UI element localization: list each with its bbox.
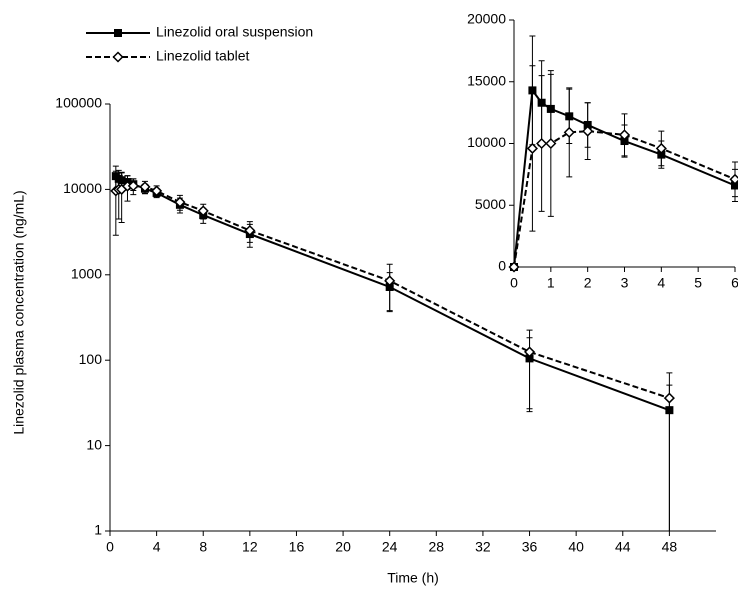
y-tick-label: 100000 — [55, 95, 102, 111]
data-point — [384, 275, 396, 287]
x-tick-label: 20 — [335, 539, 351, 555]
legend-marker — [114, 29, 122, 37]
x-tick-label: 3 — [621, 275, 629, 291]
x-tick-label: 2 — [584, 275, 592, 291]
data-point — [508, 261, 520, 273]
data-point — [526, 142, 538, 155]
error-bar — [118, 171, 125, 223]
y-axis-title: Linezolid plasma concentration (ng/mL) — [11, 190, 27, 434]
series-line — [115, 184, 670, 400]
y-tick-label: 20000 — [467, 11, 506, 27]
data-point — [151, 185, 163, 197]
x-axis-title: Time (h) — [387, 570, 439, 586]
x-tick-label: 4 — [153, 539, 161, 555]
x-tick-label: 40 — [568, 539, 584, 555]
x-tick-label: 8 — [199, 539, 207, 555]
legend-marker — [112, 51, 124, 63]
error-bar — [526, 329, 533, 413]
y-tick-label: 1000 — [71, 266, 102, 282]
x-tick-label: 36 — [522, 539, 538, 555]
x-tick-label: 6 — [731, 275, 738, 291]
x-tick-label: 0 — [106, 539, 114, 555]
x-tick-label: 48 — [662, 539, 678, 555]
data-point — [197, 205, 209, 217]
data-point — [536, 137, 548, 150]
data-point — [663, 392, 675, 404]
y-tick-label: 0 — [498, 258, 506, 274]
error-bar — [115, 172, 122, 220]
x-tick-label: 32 — [475, 539, 491, 555]
data-point — [139, 181, 151, 193]
data-point — [174, 196, 186, 208]
data-point — [523, 346, 536, 358]
data-point — [582, 125, 594, 137]
y-tick-label: 15000 — [467, 72, 506, 88]
y-tick-label: 10000 — [467, 134, 506, 150]
y-tick-label: 1 — [94, 522, 102, 538]
x-tick-label: 4 — [657, 275, 665, 291]
x-tick-label: 44 — [615, 539, 631, 555]
data-point — [127, 180, 139, 192]
x-tick-label: 28 — [429, 539, 445, 555]
legend-label: Linezolid oral suspension — [156, 24, 313, 40]
data-point — [655, 142, 667, 155]
data-point — [618, 129, 631, 141]
x-tick-label: 5 — [694, 275, 702, 291]
y-tick-label: 10000 — [63, 180, 102, 196]
data-point — [545, 137, 557, 150]
x-tick-label: 16 — [289, 539, 305, 555]
y-tick-label: 100 — [79, 351, 103, 367]
y-tick-label: 10 — [86, 436, 102, 452]
data-point — [244, 224, 256, 237]
data-point — [729, 173, 738, 185]
data-point — [563, 126, 575, 138]
x-tick-label: 1 — [547, 275, 555, 291]
x-tick-label: 0 — [510, 275, 518, 291]
error-bar — [386, 263, 393, 313]
x-tick-label: 12 — [242, 539, 258, 555]
legend-label: Linezolid tablet — [156, 48, 250, 64]
error-bar — [112, 170, 119, 236]
y-tick-label: 5000 — [475, 196, 506, 212]
x-tick-label: 24 — [382, 539, 398, 555]
